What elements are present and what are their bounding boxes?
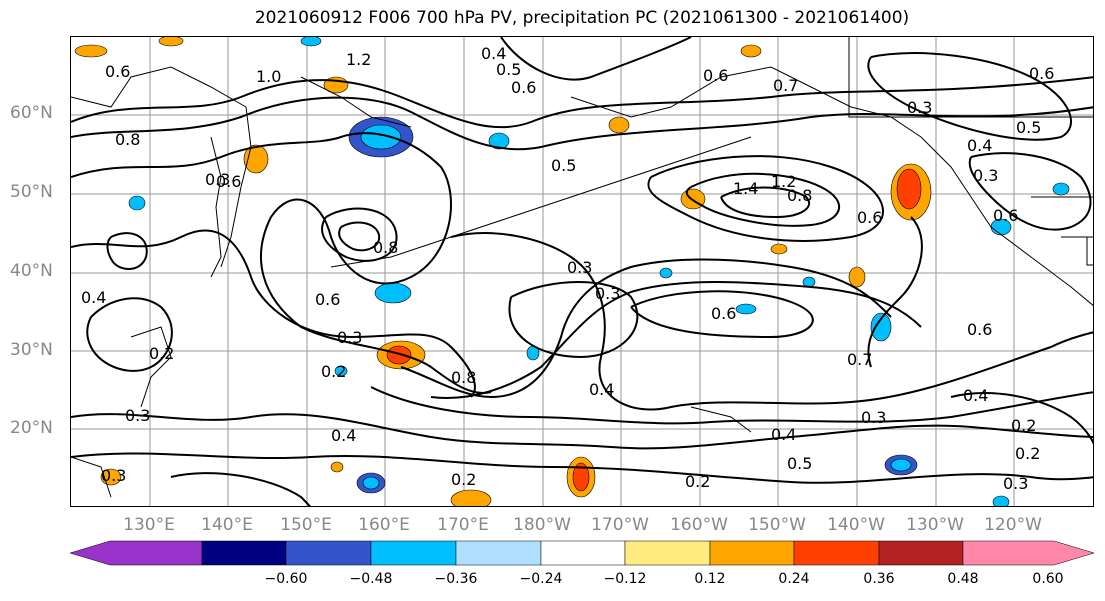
- contour-label: 0.6: [993, 206, 1018, 225]
- contour-label: 0.2: [451, 470, 476, 489]
- colorbar-segment: [201, 540, 287, 566]
- lon-label: 130°E: [123, 515, 175, 535]
- contour-label: 0.3: [1003, 474, 1028, 493]
- lat-label-30n: 30°N: [10, 340, 53, 360]
- lon-label: 180°W: [513, 515, 571, 535]
- contour-label: 0.5: [496, 60, 521, 79]
- contour-label: 0.4: [331, 426, 356, 445]
- contour-label: 0.6: [216, 172, 241, 191]
- contour-label: 0.3: [595, 284, 620, 303]
- colorbar-segment: [878, 540, 964, 566]
- contour-label: 0.8: [451, 368, 476, 387]
- contour-label: 0.7: [847, 350, 872, 369]
- lat-label-50n: 50°N: [10, 182, 53, 202]
- contour-label: 0.6: [511, 78, 536, 97]
- precip-negative: [128, 37, 1070, 506]
- contour-label: 0.3: [205, 170, 230, 189]
- contour-label: 1.2: [771, 172, 796, 191]
- contour-label: 0.8: [115, 130, 140, 149]
- colorbar-tick-label: 0.12: [694, 571, 726, 587]
- lon-label: 150°W: [748, 515, 806, 535]
- lon-label: 160°E: [358, 515, 410, 535]
- contour-label: 0.2: [1011, 416, 1036, 435]
- contour-label: 0.3: [861, 408, 886, 427]
- lon-label: 120°W: [984, 515, 1042, 535]
- contour-label: 0.4: [963, 386, 988, 405]
- colorbar-tick-label: 0.36: [863, 571, 895, 587]
- contour-label: 0.6: [711, 304, 736, 323]
- contour-label: 0.7: [773, 76, 798, 95]
- contour-label: 0.8: [787, 186, 812, 205]
- colorbar-tick-label: 0.60: [1032, 571, 1064, 587]
- coastlines: [71, 37, 1093, 498]
- colorbar-segment: [70, 540, 203, 566]
- colorbar-tick-label: 0.48: [947, 571, 979, 587]
- colorbar-tick-label: 0.24: [778, 571, 810, 587]
- colorbar-tick-label: −0.48: [349, 571, 393, 587]
- colorbar-tick-label: −0.36: [434, 571, 478, 587]
- lon-label: 140°W: [827, 515, 885, 535]
- contour-label: 0.2: [1015, 444, 1040, 463]
- colorbar-segment: [962, 540, 1094, 566]
- contour-label: 0.3: [973, 166, 998, 185]
- lon-label: 160°W: [670, 515, 728, 535]
- lon-label: 140°E: [201, 515, 253, 535]
- map-title: 2021060912 F006 700 hPa PV, precipitatio…: [254, 8, 910, 28]
- contour-label: 0.4: [81, 288, 106, 307]
- map-canvas: 0.6 1.2 1.0 0.4 0.5 0.6 0.6 0.7 0.6 0.3 …: [71, 37, 1093, 506]
- contour-label: 0.3: [567, 258, 592, 277]
- colorbar-segment: [540, 540, 626, 566]
- lon-label: 170°W: [591, 515, 649, 535]
- contour-label: 1.0: [256, 67, 281, 86]
- contour-label: 0.6: [857, 208, 882, 227]
- colorbar-segments: [70, 540, 1094, 566]
- contour-label: 0.4: [771, 425, 796, 444]
- contour-label: 0.6: [315, 290, 340, 309]
- colorbar-tick-label: −0.12: [603, 571, 647, 587]
- lat-label-40n: 40°N: [10, 261, 53, 281]
- colorbar-segment: [285, 540, 372, 566]
- contour-label: 0.2: [685, 472, 710, 491]
- pv-contours: [71, 37, 1093, 506]
- colorbar-segment: [793, 540, 880, 566]
- map-panel: 0.6 1.2 1.0 0.4 0.5 0.6 0.6 0.7 0.6 0.3 …: [70, 36, 1094, 507]
- contour-label: 0.3: [907, 98, 932, 117]
- contour-label: 0.5: [551, 156, 576, 175]
- contour-label: 0.3: [337, 328, 362, 347]
- contour-label: 0.6: [105, 62, 130, 81]
- contour-label: 0.6: [1029, 64, 1054, 83]
- contour-label: 0.6: [703, 66, 728, 85]
- contour-labels: 0.6 1.2 1.0 0.4 0.5 0.6 0.6 0.7 0.6 0.3 …: [81, 44, 1054, 493]
- colorbar-segment: [370, 540, 457, 566]
- lon-label: 170°E: [437, 515, 489, 535]
- lon-label: 130°W: [906, 515, 964, 535]
- contour-label: 0.6: [967, 320, 992, 339]
- contour-label: 0.2: [149, 344, 174, 363]
- contour-label: 0.5: [787, 454, 812, 473]
- contour-label: 0.4: [967, 136, 992, 155]
- colorbar-tick-label: −0.60: [264, 571, 308, 587]
- contour-label: 1.4: [733, 179, 758, 198]
- colorbar: [70, 540, 1094, 566]
- colorbar-segment: [455, 540, 542, 566]
- contour-label: 0.4: [589, 380, 614, 399]
- colorbar-tick-label: −0.24: [519, 571, 563, 587]
- lat-label-20n: 20°N: [10, 418, 53, 438]
- contour-label: 0.2: [321, 362, 346, 381]
- colorbar-segment: [624, 540, 711, 566]
- contour-label: 0.4: [481, 44, 506, 63]
- contour-label: 1.2: [346, 50, 371, 69]
- contour-label: 0.5: [1016, 118, 1041, 137]
- contour-label: 0.3: [125, 406, 150, 425]
- lat-label-60n: 60°N: [10, 103, 53, 123]
- contour-label: 0.8: [373, 238, 398, 257]
- colorbar-segment: [709, 540, 795, 566]
- contour-label: 0.3: [101, 466, 126, 485]
- lon-label: 150°E: [280, 515, 332, 535]
